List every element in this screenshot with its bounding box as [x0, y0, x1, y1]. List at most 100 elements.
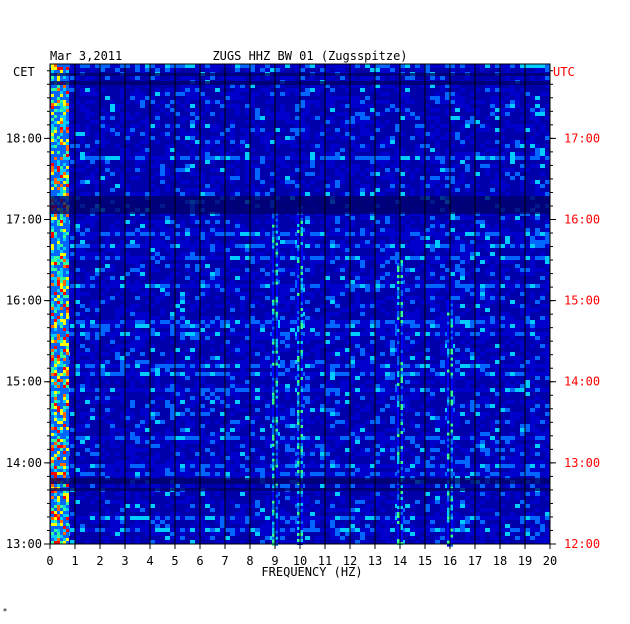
- spectrogram-cell: [355, 284, 360, 288]
- spectrogram-cell: [200, 284, 205, 288]
- spectrogram-cell: [440, 364, 445, 368]
- spectrogram-cell: [380, 236, 385, 240]
- spectrogram-cell: [130, 236, 135, 240]
- spectrogram-cell: [500, 252, 505, 256]
- spectrogram-cell: [355, 132, 360, 136]
- spectrogram-cell: [175, 112, 180, 116]
- spectrogram-cell: [365, 172, 370, 176]
- spectrogram-cell: [425, 172, 430, 176]
- spectrogram-cell: [385, 104, 390, 108]
- spectrogram-cell: [220, 340, 225, 344]
- spectrogram-cell: [310, 228, 315, 232]
- spectrogram-cell: [490, 188, 495, 192]
- spectrogram-cell: [155, 348, 160, 352]
- spectrogram-cell: [480, 348, 485, 352]
- spectrogram-cell: [145, 272, 150, 276]
- spectrogram-cell: [85, 120, 90, 124]
- spectrogram-cell: [410, 140, 415, 144]
- spectrogram-cell: [540, 176, 545, 180]
- spectrogram-cell: [480, 96, 485, 100]
- spectrogram-cell: [195, 352, 200, 356]
- spectrogram-cell: [485, 220, 490, 224]
- spectrogram-cell: [100, 248, 105, 252]
- spectrogram-cell: [285, 96, 290, 100]
- spectrogram-cell: [485, 360, 490, 364]
- spectrogram-cell: [355, 236, 360, 240]
- spectrogram-cell: [130, 136, 135, 140]
- spectrogram-cell: [110, 160, 115, 164]
- spectrogram-cell: [380, 188, 385, 192]
- spectrogram-cell: [350, 316, 355, 320]
- spectrogram-cell: [130, 152, 135, 156]
- spectrogram-cell: [425, 352, 430, 356]
- spectrogram-cell: [120, 316, 125, 320]
- spectrogram-cell: [190, 300, 195, 304]
- spectrogram-cell: [365, 280, 370, 284]
- spectrogram-cell: [355, 176, 360, 180]
- spectrogram-cell: [215, 340, 220, 344]
- spectrogram-cell: [100, 220, 105, 224]
- spectrogram-cell: [80, 280, 85, 284]
- spectrogram-cell: [210, 368, 215, 372]
- spectrogram-cell: [305, 144, 310, 148]
- spectrogram-cell: [100, 100, 105, 104]
- spectrogram-cell: [205, 128, 210, 132]
- spectrogram-cell: [80, 368, 85, 372]
- spectrogram-cell: [245, 248, 250, 252]
- spectrogram-cell: [375, 248, 380, 252]
- spectrogram-cell: [335, 88, 340, 92]
- spectrogram-cell: [365, 268, 370, 272]
- spectrogram-cell: [365, 316, 370, 320]
- spectrogram-cell: [165, 92, 170, 96]
- spectrogram-cell: [510, 372, 515, 376]
- spectrogram-cell: [465, 312, 470, 316]
- spectrogram-cell: [235, 140, 240, 144]
- spectrogram-cell: [205, 248, 210, 252]
- spectrogram-cell: [160, 300, 165, 304]
- spectrogram-cell: [130, 88, 135, 92]
- spectrogram-cell: [100, 308, 105, 312]
- spectrogram-cell: [375, 92, 380, 96]
- spectrogram-cell: [190, 236, 195, 240]
- spectrogram-cell: [170, 376, 175, 380]
- spectrogram-cell: [80, 272, 85, 276]
- spectrogram-cell: [455, 88, 460, 92]
- spectrogram-cell: [530, 64, 535, 68]
- spectrogram-cell: [350, 328, 355, 332]
- spectrogram-cell: [365, 116, 370, 120]
- spectrogram-cell: [480, 292, 485, 296]
- spectrogram-cell: [255, 168, 260, 172]
- spectrogram-cell: [465, 360, 470, 364]
- spectrogram-cell: [380, 352, 385, 356]
- spectrogram-cell: [365, 252, 370, 256]
- spectrogram-cell: [255, 352, 260, 356]
- spectrogram-cell: [130, 296, 135, 300]
- spectrogram-cell: [445, 168, 450, 172]
- spectrogram-cell: [325, 332, 330, 336]
- spectrogram-cell: [520, 372, 525, 376]
- spectrogram-cell: [265, 180, 270, 184]
- spectrogram-cell: [100, 192, 105, 196]
- spectrogram-cell: [145, 188, 150, 192]
- spectrogram-cell: [345, 372, 350, 376]
- spectrogram-cell: [335, 120, 340, 124]
- spectrogram-cell: [400, 252, 405, 256]
- spectrogram-cell: [420, 340, 425, 344]
- spectrogram-cell: [70, 180, 75, 184]
- spectrogram-cell: [535, 260, 540, 264]
- spectrogram-cell: [410, 236, 415, 240]
- spectrogram-cell: [175, 372, 180, 376]
- spectrogram-cell: [240, 296, 245, 300]
- spectrogram-cell: [255, 320, 260, 324]
- spectrogram-cell: [310, 216, 315, 220]
- spectrogram-cell: [365, 112, 370, 116]
- spectrogram-cell: [225, 124, 230, 128]
- spectrogram-cell: [105, 228, 110, 232]
- spectrogram-cell: [85, 140, 90, 144]
- spectrogram-cell: [110, 148, 115, 152]
- spectrogram-cell: [335, 124, 340, 128]
- spectrogram-cell: [75, 144, 80, 148]
- spectrogram-cell: [520, 300, 525, 304]
- spectrogram-cell: [295, 76, 300, 80]
- spectrogram-cell: [255, 140, 260, 144]
